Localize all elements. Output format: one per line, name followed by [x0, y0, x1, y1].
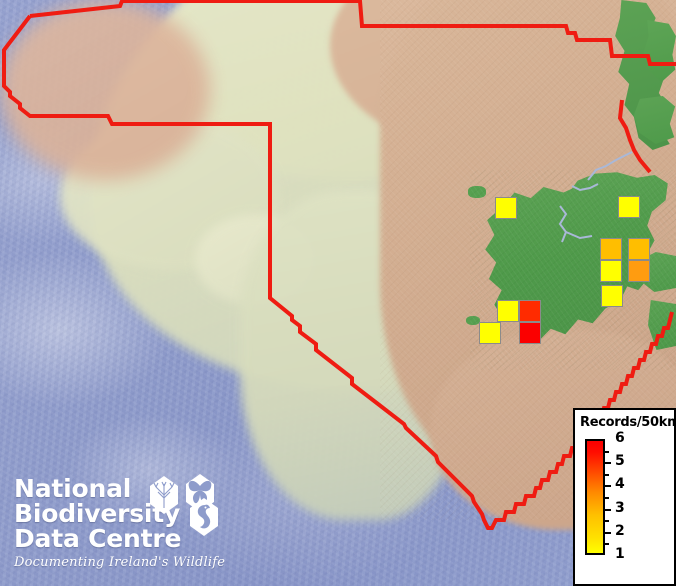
legend-tick-mark	[605, 462, 611, 465]
legend-tick-label: 6	[615, 430, 625, 446]
logo-line-3: Data Centre	[14, 524, 182, 553]
plant-hexagon-icon	[150, 476, 178, 514]
legend-minor-tick	[605, 520, 609, 523]
record-cell[interactable]	[628, 260, 650, 282]
logo-tagline: Documenting Ireland's Wildlife	[14, 555, 226, 570]
legend-title: Records/50km	[580, 415, 676, 430]
legend-tick-label: 3	[615, 499, 625, 516]
legend-minor-tick	[605, 450, 609, 453]
legend-tick-mark	[605, 531, 611, 534]
legend-tick-label: 2	[615, 522, 625, 539]
island-achill	[468, 186, 486, 198]
legend-tick-mark	[605, 485, 611, 488]
legend-colorbar	[585, 439, 605, 555]
record-cell[interactable]	[497, 300, 519, 322]
shallow-shelf-highlight	[0, 0, 210, 180]
record-cell[interactable]	[600, 238, 622, 260]
record-cell[interactable]	[628, 238, 650, 260]
legend-tick-label: 1	[615, 546, 625, 562]
seahorse-hexagon-icon	[190, 498, 218, 536]
record-cell[interactable]	[601, 285, 623, 307]
logo-line-1: National	[14, 474, 132, 503]
nbdc-logo: National Biodiversity Data Centre Docume…	[14, 474, 244, 576]
legend-minor-tick	[605, 473, 609, 476]
record-cell[interactable]	[519, 300, 541, 322]
record-cell[interactable]	[519, 322, 541, 344]
legend-minor-tick	[605, 543, 609, 546]
legend-minor-tick	[605, 497, 609, 499]
logo-hexagon-marks	[150, 474, 218, 536]
record-cell[interactable]	[495, 197, 517, 219]
legend-tick-mark	[605, 508, 611, 511]
island-valentia	[466, 316, 480, 325]
legend-panel: Records/50km 6 5 4 3 2 1	[573, 408, 676, 586]
record-cell[interactable]	[479, 322, 501, 344]
legend-tick-label: 4	[615, 476, 625, 493]
legend-tick-label: 5	[615, 453, 625, 470]
record-cell[interactable]	[618, 196, 640, 218]
record-cell[interactable]	[600, 260, 622, 282]
